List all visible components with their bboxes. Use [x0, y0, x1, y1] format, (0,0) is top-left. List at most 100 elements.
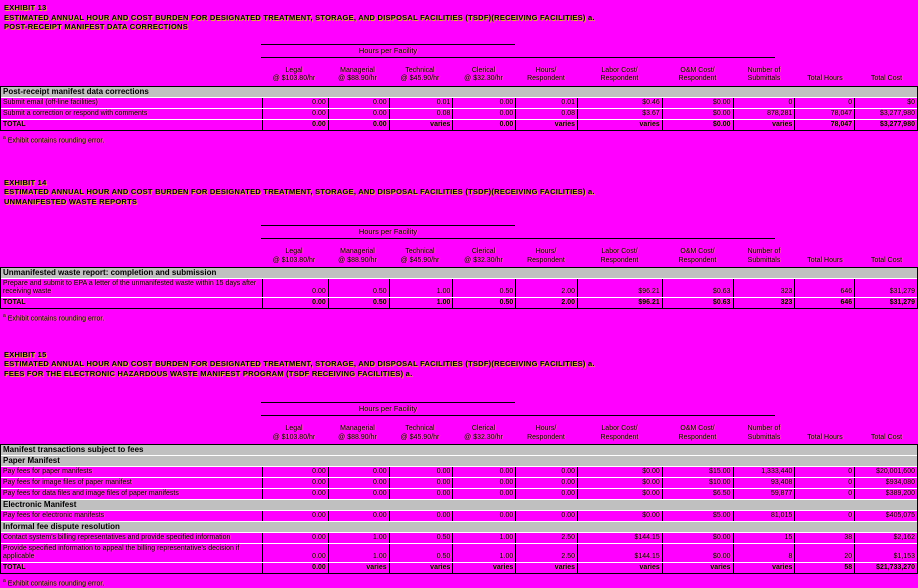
column-labels-row: Legal @ $103.80/hr Managerial @ $88.90/hr Te… [261, 417, 918, 442]
column-header-line1: Legal [285, 66, 303, 74]
value-cell: 0.00 [327, 511, 389, 522]
column-header-cell: Clerical @ $32.30/hr [452, 417, 515, 442]
exhibit-title: ESTIMATED ANNUAL HOUR AND COST BURDEN FO… [4, 187, 595, 197]
footnote: a Exhibit contains rounding error. [0, 577, 918, 588]
value-cell: $0.00 [577, 478, 662, 489]
section-band: Unmanifested waste report: completion an… [1, 268, 917, 279]
column-header-cell: Managerial @ $88.90/hr [327, 417, 388, 442]
value-cell: 15 [732, 533, 795, 544]
value-cell: $934,080 [854, 478, 917, 489]
column-header-line2: @ $45.90/hr [400, 256, 440, 264]
column-header-line2: Respondent [600, 256, 639, 264]
hours-per-facility-group-label: Hours per Facility [261, 402, 515, 413]
column-header-cell: Hours/Respondent [515, 417, 577, 442]
burden-table: Manifest transactions subject to fees Pap… [0, 444, 918, 575]
value-cell: 38 [794, 533, 854, 544]
column-header-cell: Managerial @ $88.90/hr [327, 59, 388, 84]
exhibit-document: { "page": { "background_color": "#ff00ff… [0, 3, 918, 588]
column-header-line2: Total Hours [807, 75, 843, 82]
footnote-text: Exhibit contains rounding error. [7, 580, 105, 588]
value-cell: 1.00 [327, 544, 389, 563]
column-header-cell: Clerical @ $32.30/hr [452, 59, 515, 84]
column-header-line1: Managerial [340, 248, 375, 256]
column-group-rule [261, 55, 775, 58]
column-header-block: Hours per Facility Legal @ $103.80/hr Mana… [0, 402, 918, 442]
value-cell: 0.00 [327, 478, 389, 489]
value-cell: $3,277,980 [854, 119, 917, 130]
value-cell: varies [732, 563, 795, 574]
column-header-line2: Respondent [527, 433, 565, 441]
hours-per-facility-group-label: Hours per Facility [261, 225, 515, 236]
value-cell: 0.50 [452, 279, 515, 298]
value-cell: 0.08 [388, 108, 453, 119]
column-header-cell: O&M Cost/Respondent [662, 240, 733, 265]
column-header-cell: Number of Submittals [733, 59, 795, 84]
value-cell: 78,047 [794, 108, 854, 119]
column-header-cell: Clerical @ $32.30/hr [452, 240, 515, 265]
value-cell: 81,015 [732, 511, 795, 522]
value-cell: 2.00 [515, 279, 577, 298]
value-cell: 0.00 [515, 467, 577, 478]
value-cell: 8 [732, 544, 795, 563]
value-cell: $1,153 [854, 544, 917, 563]
column-labels-row: Legal @ $103.80/hr Managerial @ $88.90/hr Te… [261, 59, 918, 84]
value-cell: 0.00 [262, 533, 328, 544]
column-header-line2: Respondent [678, 433, 717, 441]
value-cell: 0.01 [388, 97, 453, 108]
value-cell: $20,001,600 [854, 467, 917, 478]
table-row: Pay fees for electronic manifests 0.00 0.0… [1, 511, 917, 522]
value-cell: $10.00 [661, 478, 733, 489]
value-cell: $31,279 [854, 279, 917, 298]
total-row: TOTAL 0.00 0.00 varies 0.00 varies varies $0.00… [1, 119, 917, 130]
value-cell: varies [515, 119, 577, 130]
burden-table: Post-receipt manifest data corrections Su… [0, 85, 918, 131]
value-cell: $0.00 [577, 511, 662, 522]
column-header-cell: Total Cost [855, 417, 918, 442]
value-cell: 1,333,440 [732, 467, 795, 478]
column-header-cell: Number of Submittals [733, 417, 795, 442]
value-cell: 0.00 [262, 279, 328, 298]
value-cell: 0.00 [515, 511, 577, 522]
value-cell: 0.00 [327, 108, 389, 119]
section-band: Manifest transactions subject to fees [1, 445, 917, 456]
row-label: Pay fees for paper manifests [3, 468, 93, 476]
value-cell: 0.00 [452, 489, 515, 500]
footnote: a Exhibit contains rounding error. [0, 312, 918, 323]
exhibit-section-14: EXHIBIT 14 ESTIMATED ANNUAL HOUR AND COS… [0, 178, 918, 324]
value-cell: 2.50 [515, 533, 577, 544]
column-header-line1: Number of [747, 425, 781, 433]
value-cell: 1.00 [452, 544, 515, 563]
footnote-text: Exhibit contains rounding error. [7, 315, 105, 323]
footnote-marker: a [3, 578, 6, 585]
column-header-line1: Hours/ [535, 66, 557, 74]
column-header-line2: @ $32.30/hr [464, 256, 503, 264]
column-header-line2: Respondent [600, 75, 639, 82]
table-row: Pay fees for image files of paper manife… [1, 478, 917, 489]
table-row: Prepare and submit to EPA a letter of th… [1, 279, 917, 298]
value-cell: $2,162 [854, 533, 917, 544]
column-header-line1: Number of [747, 66, 781, 74]
value-cell: $0.00 [661, 544, 733, 563]
column-header-line1: O&M Cost/ [680, 248, 715, 256]
column-header-cell: Managerial @ $88.90/hr [327, 240, 388, 265]
value-cell: 0.00 [262, 108, 328, 119]
column-labels-row: Legal @ $103.80/hr Managerial @ $88.90/hr Te… [261, 240, 918, 265]
column-header-cell: Hours/Respondent [515, 59, 577, 84]
column-header-cell: O&M Cost/Respondent [662, 417, 733, 442]
column-header-cell: Legal @ $103.80/hr [261, 59, 327, 84]
column-header-line2: @ $88.90/hr [338, 433, 377, 441]
value-cell: $3,277,980 [854, 108, 917, 119]
value-cell: $144.15 [577, 533, 662, 544]
section-band: Paper Manifest [1, 456, 917, 467]
column-header-cell: Labor Cost/Respondent [577, 417, 662, 442]
column-header-cell: Technical @ $45.90/hr [388, 417, 452, 442]
value-cell: 0 [794, 97, 854, 108]
value-cell: 20 [794, 544, 854, 563]
value-cell: 2.50 [515, 544, 577, 563]
value-cell: varies [577, 563, 662, 574]
row-label: TOTAL [3, 299, 26, 307]
value-cell: 0.50 [327, 279, 389, 298]
value-cell: 78,047 [794, 119, 854, 130]
column-header-line1: Legal [285, 425, 303, 433]
column-header-line2: @ $45.90/hr [400, 433, 440, 441]
